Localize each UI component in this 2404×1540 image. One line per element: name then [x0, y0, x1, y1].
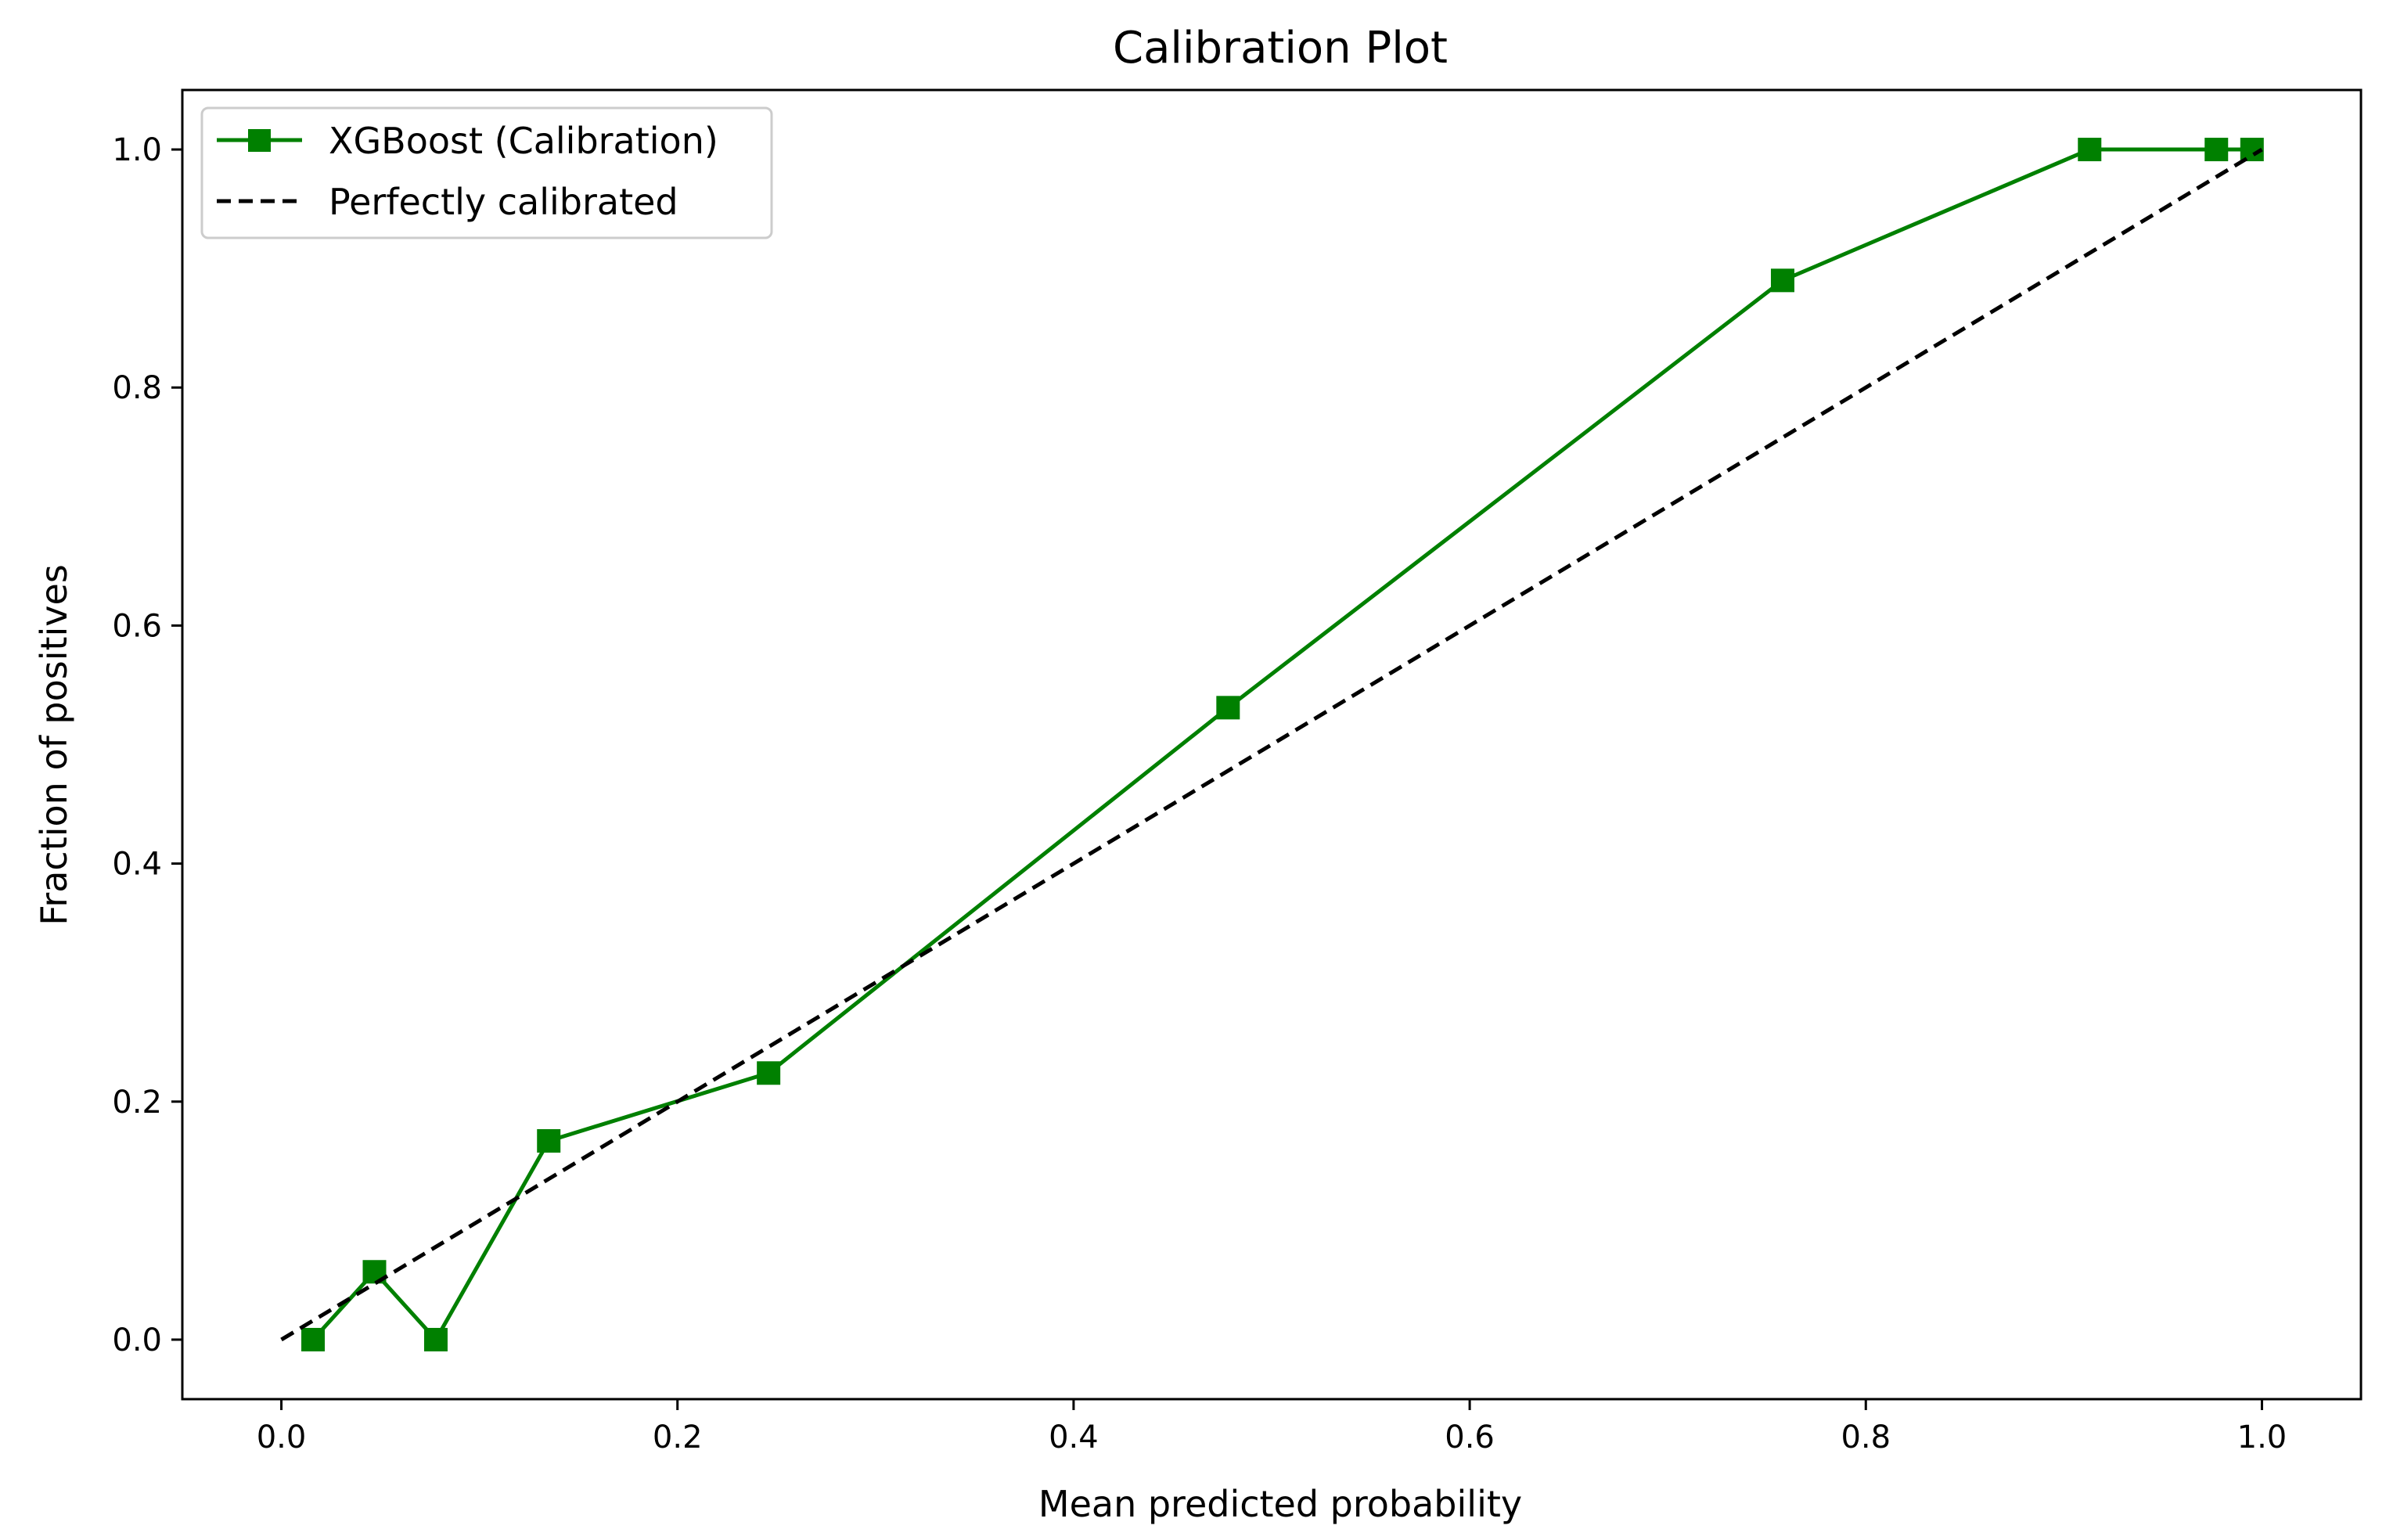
data-point-xgboost — [2078, 138, 2102, 162]
y-tick-label: 0.0 — [112, 1322, 162, 1358]
data-point-xgboost — [1216, 696, 1240, 720]
legend-frame — [200, 106, 773, 239]
plot-frame — [181, 88, 2363, 1401]
y-tick-label: 0.4 — [112, 847, 162, 883]
legend-swatch-marker-xgboost — [248, 129, 271, 152]
y-axis-label: Fraction of positives — [33, 564, 75, 926]
series-line-xgboost — [311, 147, 2252, 1342]
data-point-xgboost — [2204, 138, 2229, 162]
y-tick-label: 1.0 — [112, 132, 162, 168]
x-tick-label: 0.6 — [1445, 1419, 1495, 1455]
legend-label-xgboost: XGBoost (Calibration) — [329, 120, 718, 162]
data-point-xgboost — [423, 1327, 448, 1351]
x-tick-label: 0.2 — [653, 1419, 703, 1455]
data-point-xgboost — [757, 1061, 781, 1085]
x-tick-label: 0.0 — [257, 1419, 307, 1455]
legend: XGBoost (Calibration) Perfectly calibrat… — [200, 106, 773, 239]
data-point-xgboost — [301, 1327, 326, 1351]
x-tick-label: 1.0 — [2237, 1419, 2287, 1455]
x-tick-label: 0.4 — [1049, 1419, 1099, 1455]
y-tick-label: 0.6 — [112, 608, 162, 644]
x-axis-label: Mean predicted probability — [1038, 1483, 1522, 1525]
x-axis-ticks: 0.0 0.2 0.4 0.6 0.8 1.0 — [257, 1399, 2287, 1455]
data-point-xgboost — [537, 1128, 561, 1153]
chart-title: Calibration Plot — [1113, 23, 1448, 74]
y-tick-label: 0.2 — [112, 1085, 162, 1121]
series-line-perfectly-calibrated — [280, 147, 2263, 1342]
y-tick-label: 0.8 — [112, 370, 162, 406]
y-axis-ticks: 0.0 0.2 0.4 0.6 0.8 1.0 — [112, 132, 182, 1358]
series-layer — [280, 138, 2264, 1351]
x-tick-label: 0.8 — [1841, 1419, 1891, 1455]
data-point-xgboost — [1770, 268, 1794, 293]
legend-label-perfect: Perfectly calibrated — [329, 181, 678, 223]
